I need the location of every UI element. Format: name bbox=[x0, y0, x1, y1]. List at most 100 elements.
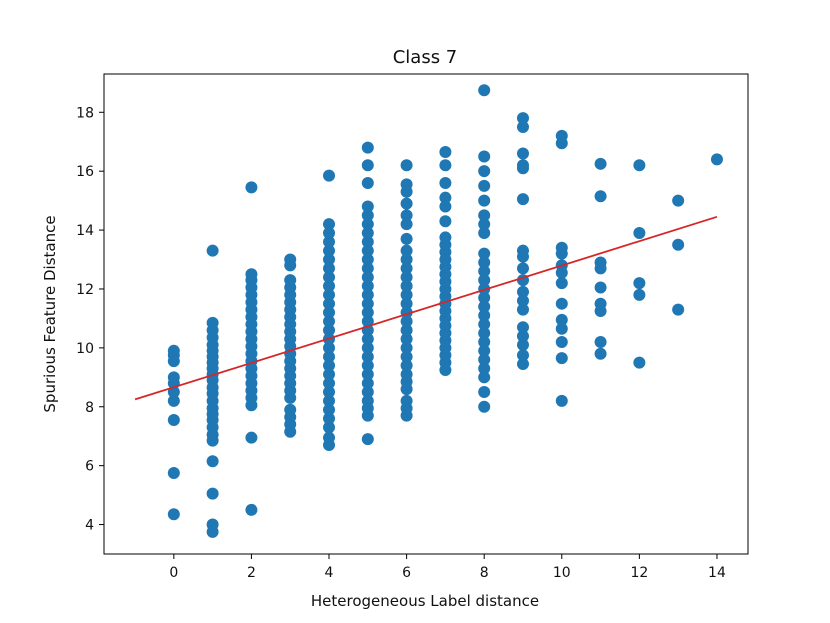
data-point bbox=[361, 159, 374, 172]
data-point bbox=[323, 359, 336, 372]
data-point bbox=[439, 215, 452, 228]
x-tick-label: 8 bbox=[480, 565, 489, 581]
data-point bbox=[516, 358, 529, 371]
data-point bbox=[594, 297, 607, 310]
data-point bbox=[478, 371, 491, 384]
data-point bbox=[361, 341, 374, 354]
data-point bbox=[594, 190, 607, 203]
data-point bbox=[439, 191, 452, 204]
data-point bbox=[478, 353, 491, 366]
data-point bbox=[400, 218, 413, 231]
data-point bbox=[361, 297, 374, 310]
data-point bbox=[167, 414, 180, 427]
data-point bbox=[245, 181, 258, 194]
data-point bbox=[323, 324, 336, 337]
data-point bbox=[167, 394, 180, 407]
data-point bbox=[478, 335, 491, 348]
data-point bbox=[555, 335, 568, 348]
data-point bbox=[516, 112, 529, 125]
data-point bbox=[323, 227, 336, 240]
data-point bbox=[400, 288, 413, 301]
x-tick-label: 0 bbox=[169, 565, 178, 581]
data-point bbox=[323, 235, 336, 248]
data-point bbox=[555, 313, 568, 326]
data-point bbox=[633, 288, 646, 301]
data-point bbox=[361, 200, 374, 213]
data-point bbox=[478, 344, 491, 357]
data-point bbox=[478, 218, 491, 231]
data-point bbox=[361, 253, 374, 266]
data-points bbox=[167, 84, 723, 538]
data-point bbox=[361, 315, 374, 328]
data-point bbox=[439, 200, 452, 213]
data-point bbox=[323, 253, 336, 266]
data-point bbox=[555, 277, 568, 290]
data-point bbox=[323, 169, 336, 182]
x-tick-label: 4 bbox=[325, 565, 334, 581]
data-point bbox=[323, 218, 336, 231]
data-point bbox=[323, 262, 336, 275]
data-point bbox=[478, 274, 491, 287]
data-point bbox=[361, 350, 374, 363]
data-point bbox=[323, 431, 336, 444]
data-point bbox=[516, 349, 529, 362]
data-point bbox=[478, 265, 491, 278]
data-point bbox=[478, 194, 491, 207]
data-point bbox=[478, 400, 491, 413]
data-point bbox=[323, 377, 336, 390]
y-tick-label: 10 bbox=[76, 341, 94, 357]
data-point bbox=[167, 467, 180, 480]
data-point bbox=[361, 359, 374, 372]
data-point bbox=[478, 256, 491, 269]
data-point bbox=[323, 271, 336, 284]
x-tick-label: 14 bbox=[708, 565, 726, 581]
data-point bbox=[400, 359, 413, 372]
data-point bbox=[400, 350, 413, 363]
data-point bbox=[516, 338, 529, 351]
data-point bbox=[323, 386, 336, 399]
data-point bbox=[323, 306, 336, 319]
data-point bbox=[555, 394, 568, 407]
data-point bbox=[323, 297, 336, 310]
data-point bbox=[400, 197, 413, 210]
data-point bbox=[206, 455, 219, 468]
data-point bbox=[516, 294, 529, 307]
x-tick-label: 6 bbox=[402, 565, 411, 581]
data-point bbox=[516, 303, 529, 316]
data-point bbox=[400, 232, 413, 245]
data-point bbox=[284, 274, 297, 287]
data-point bbox=[361, 271, 374, 284]
data-point bbox=[594, 347, 607, 360]
x-tick-label: 2 bbox=[247, 565, 256, 581]
data-point bbox=[245, 431, 258, 444]
data-point bbox=[555, 322, 568, 335]
plot-frame bbox=[103, 73, 749, 555]
y-tick-label: 16 bbox=[76, 164, 94, 180]
data-point bbox=[478, 84, 491, 97]
data-point bbox=[400, 280, 413, 293]
data-point bbox=[478, 300, 491, 313]
data-point bbox=[400, 178, 413, 191]
data-point bbox=[478, 362, 491, 375]
data-point bbox=[323, 421, 336, 434]
data-point bbox=[400, 394, 413, 407]
data-point bbox=[361, 141, 374, 154]
data-point bbox=[516, 244, 529, 257]
y-tick-label: 6 bbox=[85, 459, 94, 475]
data-point bbox=[361, 280, 374, 293]
data-point bbox=[400, 244, 413, 257]
data-point bbox=[478, 386, 491, 399]
data-point bbox=[400, 253, 413, 266]
data-point bbox=[594, 335, 607, 348]
data-point bbox=[516, 159, 529, 172]
data-point bbox=[400, 341, 413, 354]
data-point bbox=[361, 368, 374, 381]
data-point bbox=[361, 227, 374, 240]
data-point bbox=[323, 394, 336, 407]
data-point bbox=[400, 271, 413, 284]
data-point bbox=[400, 315, 413, 328]
data-point bbox=[439, 231, 452, 244]
data-point bbox=[516, 262, 529, 275]
data-point bbox=[400, 209, 413, 222]
data-point bbox=[594, 256, 607, 269]
